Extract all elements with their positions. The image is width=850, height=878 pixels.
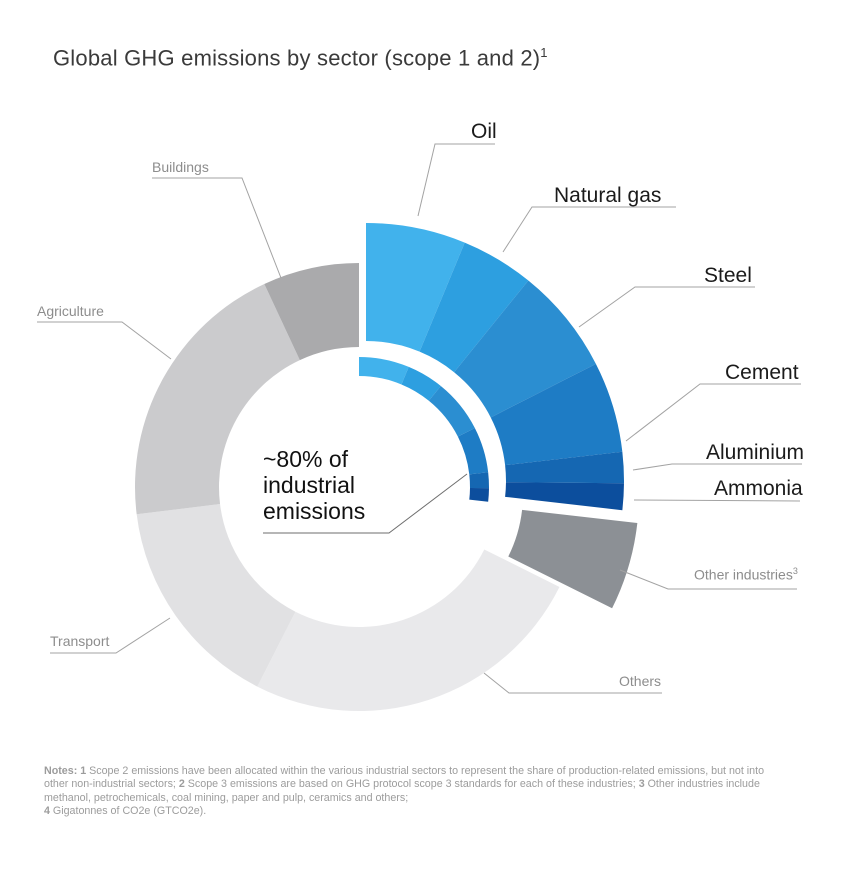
highlight-arc-natural-gas (401, 366, 441, 401)
donut-wedges (135, 223, 638, 712)
note-line: other non-industrial sectors; 2 Scope 3 … (44, 778, 760, 791)
leader-buildings (152, 177, 282, 279)
label-other-industries: Other industries3 (694, 566, 798, 583)
wedge-buildings (264, 263, 359, 361)
leader-other-industries (619, 569, 797, 590)
leader-natural-gas (502, 206, 676, 253)
center-label: ~80% of industrial emissions (263, 446, 366, 524)
wedge-steel (454, 280, 596, 418)
label-agriculture: Agriculture (37, 303, 104, 319)
label-others: Others (619, 673, 662, 689)
label-transport: Transport (50, 633, 110, 649)
leader-cement (625, 383, 801, 442)
label-cement: Cement (725, 361, 799, 384)
leader-oil (417, 143, 495, 217)
highlight-arc-aluminium (469, 472, 490, 489)
wedge-agriculture (135, 283, 300, 515)
highlight-arc-cement (457, 427, 489, 475)
highlight-arc-ammonia (469, 487, 489, 502)
page-title: Global GHG emissions by sector (scope 1 … (53, 45, 548, 71)
leader-agriculture (37, 321, 172, 360)
wedge-transport (136, 504, 296, 687)
label-buildings: Buildings (152, 159, 209, 175)
leader-others (483, 672, 662, 694)
industrial-share-arc (359, 357, 490, 502)
notes: Notes: 1 Scope 2 emissions have been all… (44, 765, 814, 819)
label-natural-gas: Natural gas (554, 184, 662, 207)
label-steel: Steel (704, 264, 752, 287)
note-line: Notes: 1 Scope 2 emissions have been all… (44, 765, 765, 777)
leader-ammonia (633, 499, 801, 502)
wedge-ammonia (505, 482, 624, 511)
wedge-oil (366, 223, 465, 352)
leader-center-label (263, 473, 468, 534)
note-line: 4 Gigatonnes of CO2e (GTCO2e). (44, 805, 207, 818)
highlight-arc-oil (359, 357, 409, 385)
wedge-cement (490, 363, 623, 466)
leader-aluminium (632, 463, 802, 471)
wedge-natural-gas (419, 242, 529, 373)
highlight-arc-steel (428, 385, 475, 437)
note-line: methanol, petrochemicals, coal mining, p… (44, 791, 409, 804)
leader-transport (50, 617, 171, 654)
wedge-other-industries (508, 509, 638, 609)
label-aluminium: Aluminium (706, 441, 805, 464)
leader-steel (578, 286, 755, 328)
wedge-aluminium (505, 451, 624, 484)
wedge-others (257, 549, 560, 712)
other-industries-footnote-marker: 3 (792, 566, 798, 576)
label-oil: Oil (471, 120, 497, 143)
label-leader-lines (37, 143, 802, 694)
title-footnote-marker: 1 (540, 45, 548, 60)
label-ammonia: Ammonia (714, 477, 803, 500)
